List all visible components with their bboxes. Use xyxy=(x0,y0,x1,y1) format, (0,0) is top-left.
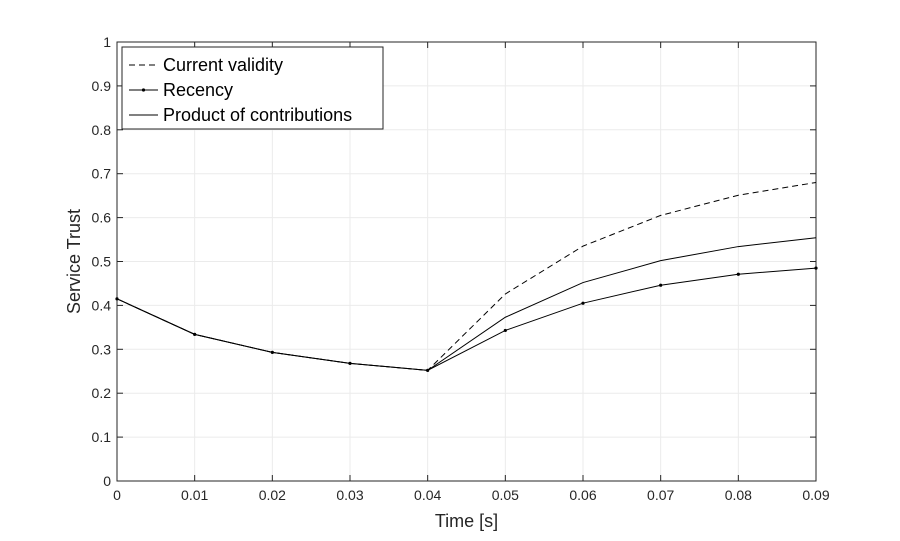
series-line-product-of-contributions xyxy=(116,237,817,371)
x-tick-labels: 0 0.01 0.02 0.03 0.04 0.05 0.06 0.07 0.08 0.09 xyxy=(113,487,830,503)
data-point-recency xyxy=(581,301,585,305)
x-tick-label: 0.05 xyxy=(492,487,519,503)
y-tick-label: 0.3 xyxy=(92,341,112,357)
x-tick-label: 0.08 xyxy=(725,487,752,503)
data-point-recency xyxy=(736,272,740,276)
legend-label-product-of-contributions: Product of contributions xyxy=(163,105,352,125)
series-lines xyxy=(115,181,818,372)
x-axis-label: Time [s] xyxy=(435,511,498,531)
y-tick-label: 0.2 xyxy=(92,385,112,401)
y-tick-label: 1 xyxy=(103,34,111,50)
y-tick-label: 0.6 xyxy=(92,210,112,226)
y-tick-label: 0.7 xyxy=(92,166,112,182)
y-tick-label: 0.1 xyxy=(92,429,112,445)
y-tick-label: 0 xyxy=(103,473,111,489)
x-tick-label: 0.04 xyxy=(414,487,441,503)
x-tick-label: 0.06 xyxy=(569,487,596,503)
x-tick-label: 0 xyxy=(113,487,121,503)
legend-label-recency: Recency xyxy=(163,80,233,100)
legend: Current validity Recency Product of contri… xyxy=(121,46,384,130)
legend-label-current-validity: Current validity xyxy=(163,55,283,75)
y-tick-label: 0.4 xyxy=(92,297,112,313)
legend-box xyxy=(121,46,384,130)
legend-marker-recency xyxy=(141,88,146,92)
axis-frame xyxy=(116,41,817,482)
legend-items: Current validity Recency Product of contri… xyxy=(129,55,352,125)
x-tick-label: 0.01 xyxy=(181,487,208,503)
data-point-recency xyxy=(503,328,507,333)
y-axis-label: Service Trust xyxy=(64,209,84,314)
axis-box xyxy=(116,41,817,482)
y-tick-label: 0.5 xyxy=(92,254,112,270)
x-tick-label: 0.03 xyxy=(336,487,363,503)
x-tick-label: 0.02 xyxy=(259,487,286,503)
y-tick-label: 0.8 xyxy=(92,122,112,138)
x-tick-label: 0.07 xyxy=(647,487,674,503)
data-point-recency xyxy=(814,266,818,270)
y-tick-label: 0.9 xyxy=(92,78,112,94)
x-tick-label: 0.09 xyxy=(802,487,829,503)
data-point-recency xyxy=(659,283,663,287)
y-tick-labels: 0 0.1 0.2 0.3 0.4 0.5 0.6 0.7 0.8 0.9 1 xyxy=(92,34,112,489)
